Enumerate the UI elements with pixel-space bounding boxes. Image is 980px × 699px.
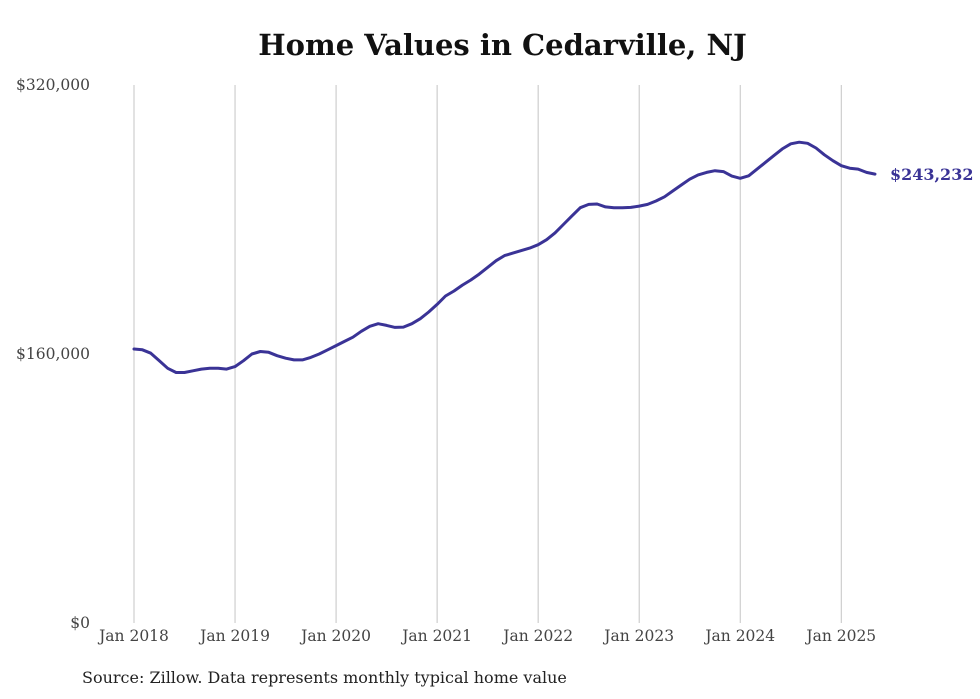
x-axis-ticks: Jan 2018 Jan 2019 Jan 2020 Jan 2021 Jan 2022… bbox=[97, 627, 876, 645]
y-tick-label: $0 bbox=[70, 614, 90, 632]
gridlines bbox=[133, 85, 842, 623]
x-tick-label: Jan 2022 bbox=[501, 627, 573, 645]
series-line-0 bbox=[132, 140, 877, 374]
end-value-label: $243,232 bbox=[890, 165, 974, 184]
chart-source-note: Source: Zillow. Data represents monthly … bbox=[82, 668, 567, 687]
x-tick-label: Jan 2024 bbox=[703, 627, 775, 645]
y-tick-label: $320,000 bbox=[16, 76, 90, 94]
x-tick-label: Jan 2018 bbox=[97, 627, 169, 645]
x-tick-label: Jan 2025 bbox=[804, 627, 876, 645]
y-tick-label: $160,000 bbox=[16, 345, 90, 363]
chart-title: Home Values in Cedarville, NJ bbox=[258, 28, 747, 62]
x-tick-label: Jan 2021 bbox=[400, 627, 472, 645]
x-tick-label: Jan 2019 bbox=[198, 627, 270, 645]
series-layer: $243,232 bbox=[132, 140, 974, 374]
x-tick-label: Jan 2023 bbox=[602, 627, 674, 645]
x-tick-label: Jan 2020 bbox=[299, 627, 371, 645]
y-axis-ticks: $0 $160,000 $320,000 bbox=[16, 76, 90, 632]
